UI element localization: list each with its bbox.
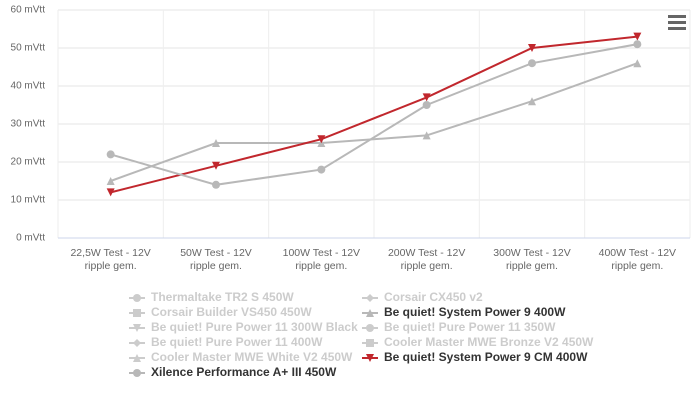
y-tick-label: 0 mVtt [16, 233, 45, 244]
marker [133, 369, 141, 377]
legend-item[interactable]: Be quiet! System Power 9 400W [362, 305, 566, 319]
legend-item[interactable]: Be quiet! Pure Power 11 400W [129, 335, 323, 349]
legend-item[interactable]: Cooler Master MWE White V2 450W [129, 350, 353, 364]
y-tick-label: 10 mVtt [11, 195, 46, 206]
legend-item[interactable]: Thermaltake TR2 S 450W [129, 290, 294, 304]
marker [366, 354, 374, 362]
legend-item[interactable]: Corsair Builder VS450 450W [129, 305, 312, 319]
marker [212, 139, 220, 147]
legend-label: Be quiet! System Power 9 CM 400W [384, 350, 588, 364]
legend-label: Thermaltake TR2 S 450W [151, 290, 294, 304]
legend-label: Cooler Master MWE White V2 450W [151, 350, 353, 364]
marker [422, 101, 431, 109]
marker [633, 59, 642, 68]
y-tick-label: 30 mVtt [11, 119, 46, 130]
y-tick-label: 50 mVtt [11, 43, 46, 54]
x-tick-label: 400W Test - 12V ripple gem. [598, 247, 677, 272]
marker [366, 294, 374, 302]
marker [106, 177, 115, 185]
x-tick-label: 100W Test - 12V ripple gem. [282, 247, 361, 272]
legend-label: Be quiet! Pure Power 11 350W [384, 320, 556, 334]
marker [422, 93, 431, 102]
marker [528, 97, 536, 106]
marker [366, 309, 374, 317]
legend-item[interactable]: Be quiet! System Power 9 CM 400W [362, 350, 588, 364]
series-line [110, 35, 638, 194]
menu-button[interactable] [668, 15, 686, 30]
y-tick-label: 20 mVtt [11, 157, 46, 168]
marker [528, 59, 536, 68]
x-tick-label: 300W Test - 12V ripple gem. [493, 247, 571, 272]
marker [106, 188, 115, 197]
legend-label: Corsair Builder VS450 450W [151, 305, 312, 319]
marker [317, 135, 326, 144]
legend-item[interactable]: Xilence Performance A+ III 450W [129, 365, 337, 379]
legend-label: Corsair CX450 v2 [384, 290, 483, 304]
marker [317, 165, 326, 174]
marker [633, 32, 642, 41]
legend-item[interactable]: Be quiet! Pure Power 11 300W Black [129, 320, 358, 334]
menu-bar [668, 27, 686, 30]
x-tick-label: 22,5W Test - 12V ripple gem. [70, 247, 151, 272]
marker [212, 161, 220, 170]
legend-label: Be quiet! Pure Power 11 300W Black [151, 320, 358, 334]
legend-item[interactable]: Be quiet! Pure Power 11 350W [362, 320, 556, 334]
series-line [110, 62, 638, 182]
x-tick-label: 200W Test - 12V ripple gem. [387, 247, 466, 272]
marker [133, 324, 141, 332]
legend-label: Be quiet! System Power 9 400W [384, 305, 566, 319]
menu-bar [668, 21, 686, 24]
series-line [110, 43, 638, 186]
y-tick-label: 40 mVtt [11, 81, 46, 92]
x-tick-label: 50W Test - 12V ripple gem. [180, 247, 252, 272]
marker [106, 150, 115, 159]
marker [422, 131, 431, 140]
marker [133, 309, 141, 317]
menu-bar [668, 15, 686, 18]
marker [133, 294, 141, 302]
marker [633, 40, 642, 49]
marker [133, 339, 141, 347]
marker [212, 180, 220, 189]
legend-item[interactable]: Cooler Master MWE Bronze V2 450W [362, 335, 594, 349]
y-tick-label: 60 mVtt [11, 5, 46, 16]
legend-label: Cooler Master MWE Bronze V2 450W [384, 335, 594, 349]
legend-label: Be quiet! Pure Power 11 400W [151, 335, 323, 349]
marker [366, 339, 374, 347]
legend-label: Xilence Performance A+ III 450W [151, 365, 337, 379]
marker [528, 44, 536, 52]
legend-item[interactable]: Corsair CX450 v2 [362, 290, 483, 304]
marker [133, 354, 141, 362]
marker [366, 324, 374, 332]
